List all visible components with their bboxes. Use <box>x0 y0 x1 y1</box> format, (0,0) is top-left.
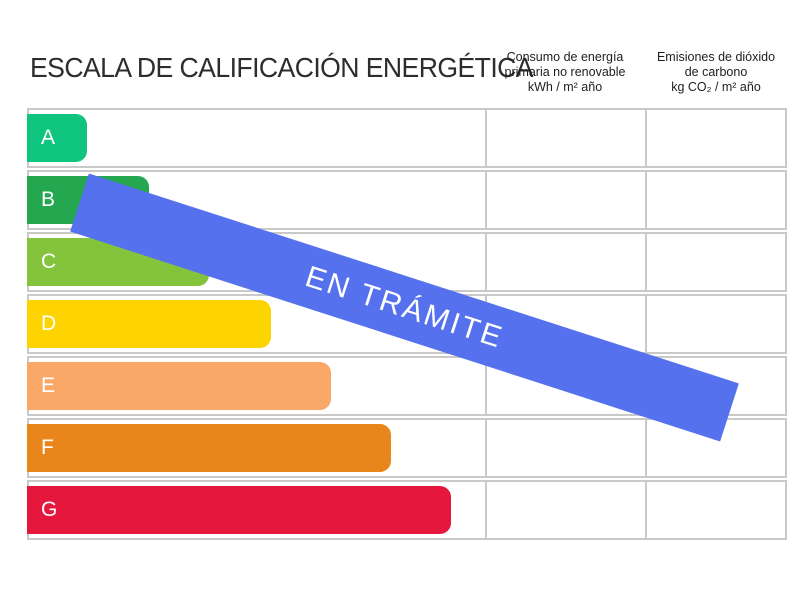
consumo-header-line1: Consumo de energía <box>506 50 624 64</box>
rating-letter: D <box>41 312 57 335</box>
consumo-value-cell <box>485 358 645 414</box>
rating-row: A <box>27 108 787 168</box>
consumo-header-line2: primaria no renovable <box>504 65 626 79</box>
rating-bar: F <box>27 424 391 472</box>
consumo-value-cell <box>485 172 645 228</box>
rating-bar-cell: A <box>27 110 485 166</box>
rating-bar: A <box>27 114 87 162</box>
rating-bar: D <box>27 300 271 348</box>
consumo-value-cell <box>485 420 645 476</box>
consumo-value-cell <box>485 110 645 166</box>
column-header-consumo: Consumo de energía primaria no renovable… <box>485 50 645 95</box>
consumo-header-unit: kWh / m² año <box>527 80 603 94</box>
rating-bar-cell: F <box>27 420 485 476</box>
rating-letter: G <box>41 498 58 521</box>
column-header-emisiones: Emisiones de dióxido de carbono kg CO₂ /… <box>645 50 787 95</box>
emisiones-value-cell <box>645 420 785 476</box>
rating-row: F <box>27 418 787 478</box>
rating-letter: A <box>41 126 56 149</box>
emisiones-value-cell <box>645 110 785 166</box>
emisiones-header-line1: Emisiones de dióxido <box>656 50 776 64</box>
emisiones-header-unit: kg CO₂ / m² año <box>671 80 761 94</box>
rating-letter: C <box>41 250 57 273</box>
emisiones-header-line2: de carbono <box>684 65 748 79</box>
emisiones-value-cell <box>645 482 785 538</box>
rating-bar: E <box>27 362 331 410</box>
rating-letter: F <box>41 436 54 459</box>
rating-letter: E <box>41 374 56 397</box>
consumo-value-cell <box>485 234 645 290</box>
rating-bar-cell: E <box>27 358 485 414</box>
page-title: ESCALA DE CALIFICACIÓN ENERGÉTICA <box>30 52 534 83</box>
emisiones-value-cell <box>645 172 785 228</box>
rating-letter: B <box>41 188 56 211</box>
consumo-value-cell <box>485 482 645 538</box>
rating-row: G <box>27 480 787 540</box>
rating-bar: G <box>27 486 451 534</box>
emisiones-value-cell <box>645 296 785 352</box>
emisiones-value-cell <box>645 234 785 290</box>
rating-bar-cell: D <box>27 296 485 352</box>
rating-bar-cell: G <box>27 482 485 538</box>
